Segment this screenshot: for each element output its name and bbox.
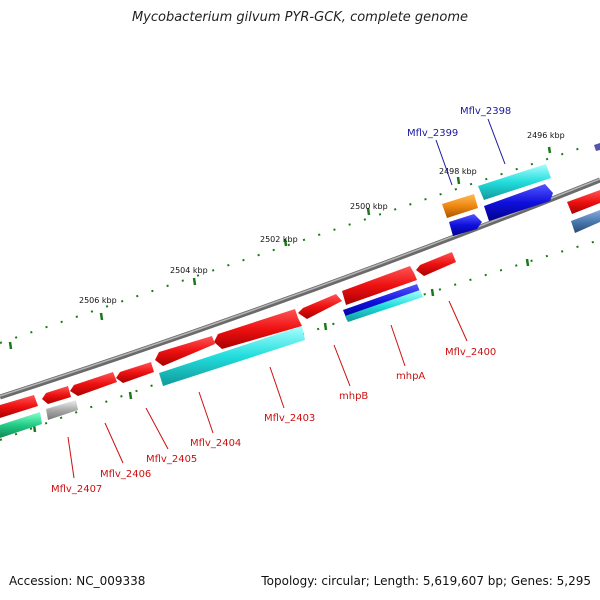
gene-mflv-2399[interactable]	[442, 194, 478, 218]
label-mhpa[interactable]: mhpA	[396, 371, 425, 382]
gene-mhpa-cyan[interactable]	[345, 290, 423, 322]
kbp-label-2504: 2504 kbp	[170, 266, 208, 275]
label-mflv-2406[interactable]: Mflv_2406	[100, 469, 151, 480]
label-mhpb[interactable]: mhpB	[339, 391, 368, 402]
gene-mflv-2403[interactable]	[159, 326, 305, 386]
genome-title: Mycobacterium gilvum PYR-GCK, complete g…	[131, 10, 469, 25]
gene-steel-right-edge[interactable]	[571, 210, 600, 233]
gene-mflv-2400[interactable]	[416, 252, 456, 276]
gene-mflv-2403-red[interactable]	[214, 309, 302, 349]
label-mflv-2405[interactable]: Mflv_2405	[146, 454, 197, 465]
gene-mflv-2404[interactable]	[155, 336, 215, 366]
kbp-label-2506: 2506 kbp	[79, 296, 117, 305]
label-mflv-2400[interactable]: Mflv_2400	[445, 347, 496, 358]
gene-blue-upper[interactable]	[484, 184, 553, 221]
label-mflv-2403[interactable]: Mflv_2403	[264, 413, 315, 424]
gene-blue-small[interactable]	[449, 214, 482, 236]
leader-lines-bottom	[67, 300, 468, 479]
genome-backbone	[0, 177, 600, 400]
label-mflv-2399[interactable]: Mflv_2399	[407, 128, 458, 139]
kbp-label-2496: 2496 kbp	[527, 131, 565, 140]
gene-mflv-2407-red[interactable]	[42, 386, 71, 404]
gene-mflv-2407[interactable]	[46, 400, 78, 420]
leader-lines-top	[435, 118, 506, 186]
gene-mflv-2398[interactable]	[478, 164, 551, 200]
kbp-label-2502: 2502 kbp	[260, 235, 298, 244]
kbp-label-2500: 2500 kbp	[350, 202, 388, 211]
gene-purple-corner[interactable]	[594, 143, 600, 151]
gene-red-left-edge[interactable]	[0, 395, 38, 418]
genome-backbone-highlight	[0, 178, 600, 397]
gene-red-right-edge[interactable]	[567, 190, 600, 214]
gene-mflv-2406[interactable]	[70, 372, 117, 396]
label-mflv-2407[interactable]: Mflv_2407	[51, 484, 102, 495]
gene-mflv-2405[interactable]	[116, 362, 154, 383]
gene-teal-left-edge[interactable]	[0, 412, 42, 438]
accession-text: Accession: NC_009338	[9, 574, 146, 588]
label-mflv-2404[interactable]: Mflv_2404	[190, 438, 241, 449]
gene-mhpb[interactable]	[298, 294, 342, 319]
kbp-label-2498: 2498 kbp	[439, 167, 477, 176]
label-mflv-2398[interactable]: Mflv_2398	[460, 106, 511, 117]
gene-mhpa[interactable]	[342, 266, 417, 305]
topology-text: Topology: circular; Length: 5,619,607 bp…	[261, 574, 591, 588]
